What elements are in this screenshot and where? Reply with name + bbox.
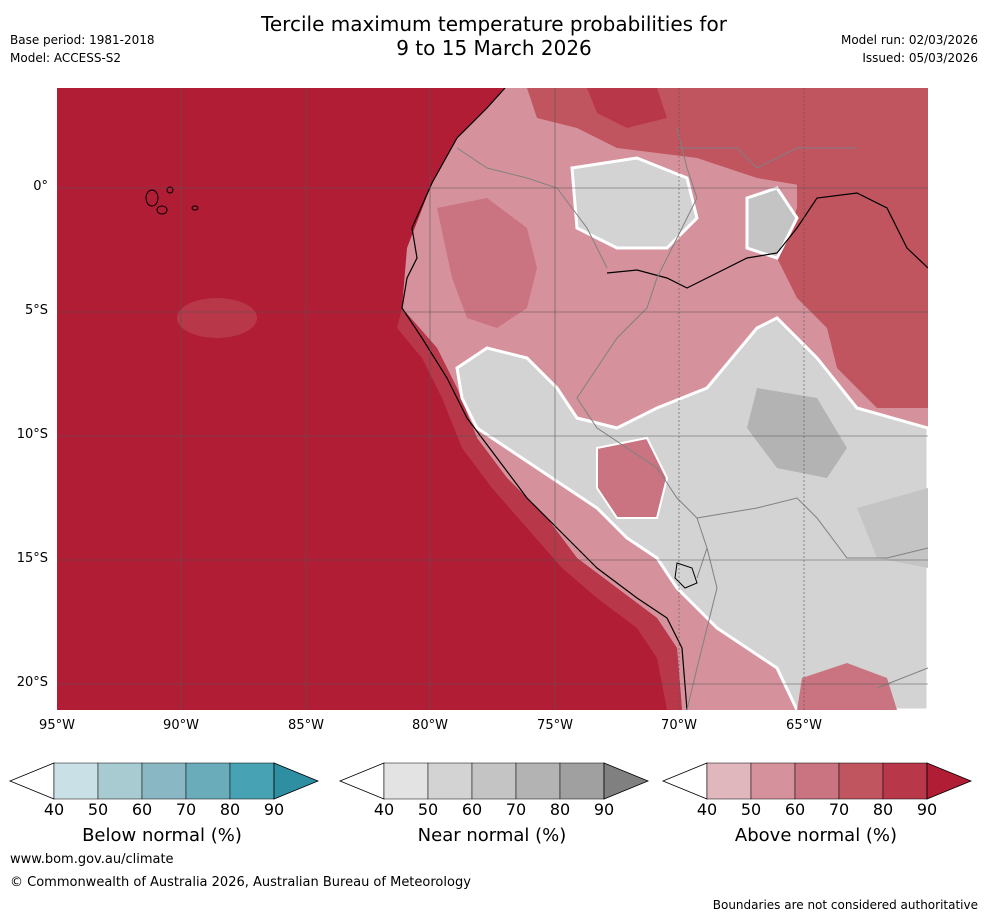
legend-below-normal: [8, 762, 320, 800]
legend-extend-high: [926, 762, 973, 800]
legend-tick-label: 50: [417, 800, 439, 819]
legend-extend-high: [603, 762, 650, 800]
legend-tick-label: 60: [784, 800, 806, 819]
legend-swatch: [515, 762, 561, 800]
near-normal-60: [857, 488, 928, 568]
model-name: Model: ACCESS-S2: [10, 51, 122, 65]
legend-swatch: [750, 762, 796, 800]
legend-tick-label: 40: [696, 800, 718, 819]
lake-titicaca: [674, 562, 698, 589]
legend-tick-label: 70: [505, 800, 527, 819]
title-line-1: Tercile maximum temperature probabilitie…: [261, 12, 727, 36]
country-borders: [456, 127, 928, 710]
legend-extend-low: [8, 762, 55, 800]
peru-above-60: [596, 436, 669, 519]
ecuador-above-60: [437, 198, 537, 328]
map-title: Tercile maximum temperature probabilitie…: [0, 12, 988, 60]
website-link[interactable]: www.bom.gov.au/climate: [10, 852, 174, 867]
lon-tick-65w: 65°W: [786, 718, 822, 733]
north-above-80: [587, 88, 667, 128]
issued-date: Issued: 05/03/2026: [862, 51, 978, 65]
legend-swatch: [185, 762, 231, 800]
legend-extend-low: [661, 762, 708, 800]
legend-tick-label: 50: [87, 800, 109, 819]
legend-swatch: [471, 762, 517, 800]
legend-swatch: [97, 762, 143, 800]
legend-extend-low: [338, 762, 385, 800]
legend-swatch: [53, 762, 99, 800]
amazon-river: [606, 192, 928, 289]
lat-tick-10s: 10°S: [16, 427, 48, 442]
ocean-patch: [177, 298, 257, 338]
legend-tick-label: 60: [461, 800, 483, 819]
legend-swatch: [141, 762, 187, 800]
legend-swatch: [794, 762, 840, 800]
legend-tick-label: 80: [219, 800, 241, 819]
legend-swatch: [229, 762, 275, 800]
legend-near-normal: [338, 762, 650, 800]
legend-tick-label: 70: [175, 800, 197, 819]
legend-title-near: Near normal (%): [417, 825, 567, 846]
map-panel: [57, 88, 928, 710]
coastline: [401, 88, 688, 710]
lat-tick-0: 0°: [33, 179, 48, 194]
base-period: Base period: 1981-2018: [10, 33, 155, 47]
galapagos-islands: [145, 186, 199, 215]
lon-tick-75w: 75°W: [537, 718, 573, 733]
legend-tick-label: 80: [872, 800, 894, 819]
legend-swatch: [427, 762, 473, 800]
legend-tick-label: 50: [740, 800, 762, 819]
legend-swatch: [882, 762, 928, 800]
legend-extend-high: [273, 762, 320, 800]
legend-colorbars: [8, 762, 973, 800]
legend-swatch: [383, 762, 429, 800]
legend-tick-label: 90: [593, 800, 615, 819]
coastal-above-80: [397, 308, 682, 710]
near-normal-70: [747, 388, 847, 478]
lon-tick-70w: 70°W: [661, 718, 697, 733]
legend-tick-label: 40: [43, 800, 65, 819]
near-normal-north: [570, 156, 699, 250]
lon-tick-85w: 85°W: [288, 718, 324, 733]
legend-tick-label: 70: [828, 800, 850, 819]
lat-tick-15s: 15°S: [16, 551, 48, 566]
lon-tick-95w: 95°W: [39, 718, 75, 733]
graticule: [57, 88, 928, 710]
model-run: Model run: 02/03/2026: [840, 33, 978, 47]
amazon-above-70: [777, 128, 928, 408]
legend-tick-label: 80: [549, 800, 571, 819]
lon-tick-80w: 80°W: [412, 718, 448, 733]
lat-tick-5s: 5°S: [24, 303, 48, 318]
legend-tick-label: 60: [131, 800, 153, 819]
south-above-60: [797, 663, 897, 710]
meta-left: Base period: 1981-2018 Model: ACCESS-S2: [10, 31, 155, 67]
copyright-text: © Commonwealth of Australia 2026, Austra…: [10, 875, 471, 890]
title-line-2: 9 to 15 March 2026: [396, 36, 592, 60]
legend-above-normal: [661, 762, 973, 800]
near-normal-patch: [745, 186, 799, 260]
legend-title-above: Above normal (%): [734, 825, 898, 846]
probability-map: [57, 88, 928, 710]
legend-tick-label: 90: [263, 800, 285, 819]
meta-right: Model run: 02/03/2026 Issued: 05/03/2026: [841, 31, 978, 67]
disclaimer-text: Boundaries are not considered authoritat…: [712, 898, 978, 912]
lon-tick-90w: 90°W: [163, 718, 199, 733]
legend-title-below: Below normal (%): [82, 825, 242, 846]
legend-swatch: [706, 762, 752, 800]
legend-tick-label: 90: [916, 800, 938, 819]
legend-swatch: [838, 762, 884, 800]
lat-tick-20s: 20°S: [16, 675, 48, 690]
legend-tick-label: 40: [373, 800, 395, 819]
legend-swatch: [559, 762, 605, 800]
